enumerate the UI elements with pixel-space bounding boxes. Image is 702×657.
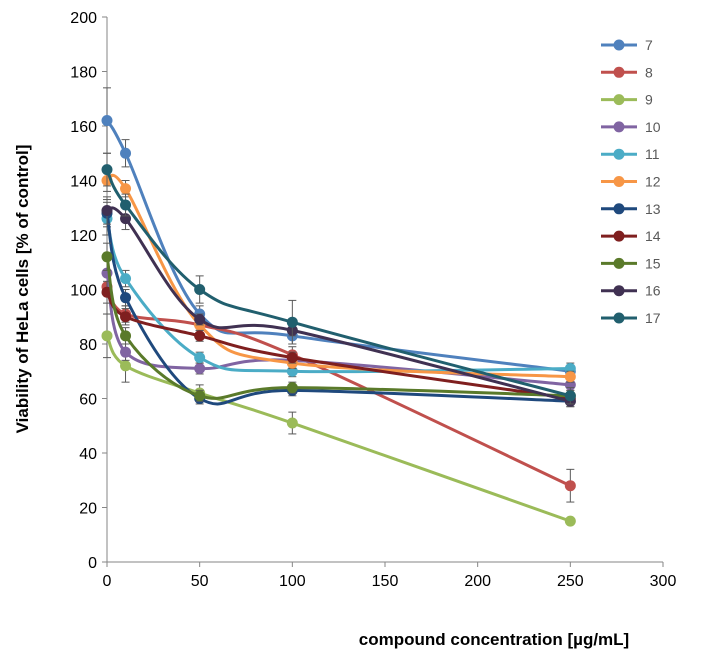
legend-entry-9: 9 — [601, 92, 653, 108]
data-point — [120, 360, 132, 372]
data-point — [120, 330, 132, 342]
x-tick-label: 300 — [650, 573, 677, 590]
y-tick-label: 20 — [79, 501, 97, 518]
legend-label: 12 — [645, 174, 661, 190]
series-8 — [101, 259, 576, 503]
legend: 7 8 9 10 11 12 13 14 15 16 17 — [601, 37, 661, 326]
data-point — [101, 164, 113, 176]
x-tick-label: 100 — [279, 573, 306, 590]
legend-swatch-marker — [613, 257, 625, 269]
data-point — [564, 515, 576, 527]
legend-entry-12: 12 — [601, 174, 661, 190]
legend-label: 14 — [645, 228, 661, 244]
x-axis-title: compound concentration [µg/mL] — [359, 630, 629, 649]
y-tick-label: 40 — [79, 446, 97, 463]
series-line-15 — [105, 255, 572, 400]
data-point — [120, 346, 132, 358]
tick-labels: 0 20 40 60 80 100 120 140 160 180 200 0 50 100 150 200 2… — [70, 10, 676, 590]
data-point — [120, 273, 132, 285]
legend-swatch-marker — [613, 285, 625, 297]
legend-entry-7: 7 — [601, 37, 653, 53]
legend-swatch-marker — [613, 121, 625, 133]
series-9 — [101, 313, 576, 527]
legend-entry-14: 14 — [601, 228, 661, 244]
legend-label: 15 — [645, 255, 661, 271]
legend-label: 13 — [645, 201, 661, 217]
legend-label: 8 — [645, 64, 653, 80]
series-line-13 — [105, 211, 572, 406]
x-tick-label: 50 — [191, 573, 209, 590]
legend-entry-10: 10 — [601, 119, 661, 135]
data-point — [120, 199, 132, 211]
x-tick-label: 250 — [557, 573, 584, 590]
legend-label: 7 — [645, 37, 653, 53]
y-axis-title: Viability of HeLa cells [% of control] — [13, 145, 32, 434]
y-tick-label: 100 — [70, 283, 97, 300]
data-point — [286, 382, 298, 394]
data-point — [120, 183, 132, 195]
data-point — [101, 330, 113, 342]
legend-label: 11 — [645, 146, 660, 162]
data-point — [120, 311, 132, 323]
y-tick-label: 0 — [88, 555, 97, 572]
legend-swatch-marker — [613, 176, 625, 187]
legend-swatch-marker — [613, 312, 625, 324]
legend-label: 10 — [645, 119, 661, 135]
legend-swatch-marker — [613, 230, 625, 242]
legend-label: 17 — [645, 310, 661, 326]
data-point — [101, 251, 113, 263]
data-point — [564, 390, 576, 402]
data-point — [194, 284, 206, 295]
data-point — [194, 330, 206, 342]
legend-swatch-marker — [613, 66, 625, 78]
data-point — [194, 313, 206, 325]
legend-entry-11: 11 — [601, 146, 660, 162]
legend-swatch-marker — [613, 203, 625, 215]
axes — [102, 16, 664, 567]
y-tick-label: 200 — [70, 10, 97, 27]
legend-entry-17: 17 — [601, 310, 661, 326]
legend-label: 16 — [645, 283, 661, 299]
data-point — [101, 204, 113, 216]
legend-entry-8: 8 — [601, 64, 653, 80]
legend-entry-16: 16 — [601, 283, 661, 299]
data-point — [101, 115, 113, 127]
series-layer — [101, 87, 576, 527]
legend-label: 9 — [645, 92, 653, 108]
legend-swatch-marker — [613, 39, 625, 51]
series-12 — [101, 169, 576, 383]
data-point — [194, 363, 206, 375]
data-point — [286, 316, 298, 328]
x-tick-label: 200 — [464, 573, 491, 590]
legend-entry-13: 13 — [601, 201, 661, 217]
legend-swatch-marker — [613, 148, 625, 160]
data-point — [194, 352, 206, 364]
y-tick-label: 140 — [70, 174, 97, 191]
data-point — [286, 352, 298, 364]
y-tick-label: 180 — [70, 65, 97, 82]
legend-swatch-marker — [613, 94, 625, 106]
series-line-11 — [105, 217, 572, 374]
data-point — [120, 147, 132, 159]
legend-entry-15: 15 — [601, 255, 661, 271]
x-tick-label: 0 — [103, 573, 112, 590]
data-point — [194, 390, 206, 402]
data-point — [120, 292, 132, 304]
data-point — [564, 480, 576, 492]
series-17 — [101, 152, 576, 405]
y-tick-label: 160 — [70, 119, 97, 136]
x-tick-label: 150 — [372, 573, 399, 590]
y-tick-label: 120 — [70, 228, 97, 245]
y-tick-label: 80 — [79, 337, 97, 354]
data-point — [564, 371, 576, 383]
y-tick-label: 60 — [79, 392, 97, 409]
data-point — [286, 417, 298, 429]
